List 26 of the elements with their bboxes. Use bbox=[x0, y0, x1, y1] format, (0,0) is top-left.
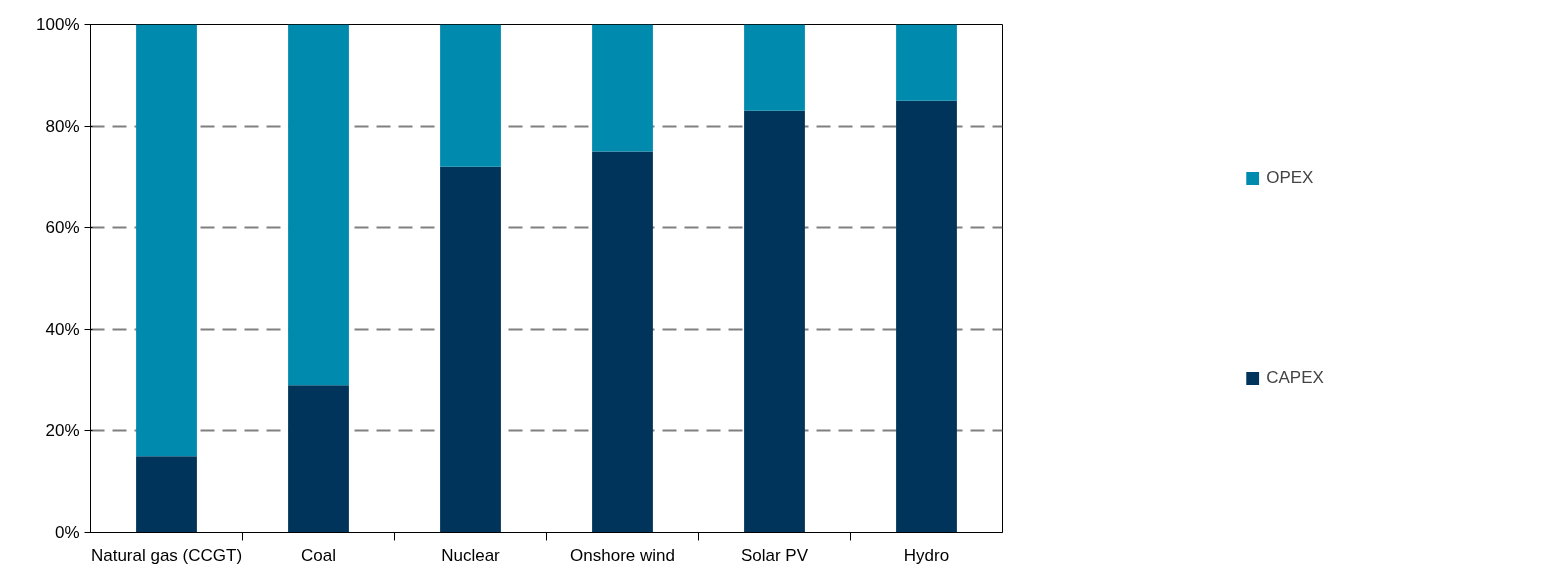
y-tick-label: 60% bbox=[45, 218, 80, 238]
bar bbox=[592, 24, 653, 152]
x-tick-label: Onshore wind bbox=[570, 545, 675, 565]
bar bbox=[896, 100, 957, 533]
legend-label: CAPEX bbox=[1266, 367, 1324, 389]
bar bbox=[136, 456, 197, 533]
x-tick-label: Nuclear bbox=[441, 545, 501, 565]
bar bbox=[440, 166, 501, 533]
x-tick-label: Natural gas (CCGT) bbox=[90, 545, 243, 565]
y-tick-label: 80% bbox=[45, 116, 80, 136]
x-tick-label: Hydro bbox=[903, 545, 950, 565]
bar bbox=[744, 24, 805, 111]
y-tick-label: 20% bbox=[45, 421, 80, 441]
bar bbox=[896, 24, 957, 101]
bar bbox=[288, 385, 349, 533]
x-tick-label: Coal bbox=[301, 545, 336, 565]
bar bbox=[440, 24, 501, 167]
bar bbox=[744, 110, 805, 533]
y-tick-label: 100% bbox=[36, 15, 80, 34]
bar bbox=[136, 24, 197, 457]
bar bbox=[288, 24, 349, 386]
legend-label: OPEX bbox=[1266, 167, 1315, 189]
y-tick-label: 40% bbox=[45, 319, 80, 339]
x-tick-label: Solar PV bbox=[740, 545, 809, 565]
bar bbox=[592, 151, 653, 533]
y-tick-label: 0% bbox=[54, 523, 80, 542]
